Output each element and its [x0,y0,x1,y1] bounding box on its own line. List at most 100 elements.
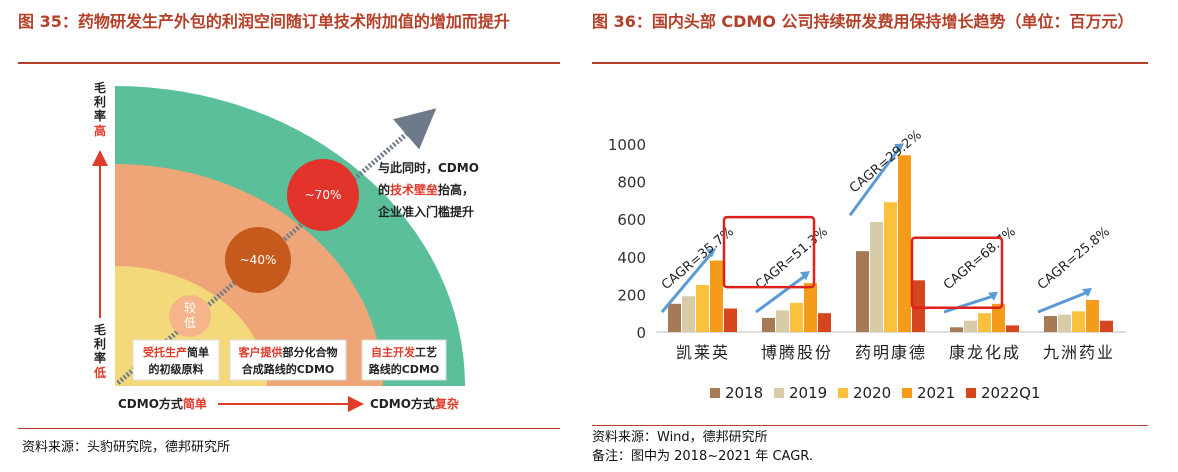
bar-2022Q1-3 [1006,325,1019,332]
y-tick-label: 400 [617,249,646,267]
x-tick-label: 九洲药业 [1043,343,1115,362]
bar-2018-3 [950,327,963,332]
cagr-arrow-3 [943,294,995,314]
bar-2018-4 [1044,316,1057,332]
bar-2019-0 [682,296,695,332]
x-label-complex: CDMO方式复杂 [370,396,459,411]
box-complex [361,339,447,381]
y-label-high: 高 [94,123,106,138]
bar-2021-0 [710,260,723,332]
cagr-arrowhead-1 [800,271,810,281]
bar-2022Q1-1 [818,313,831,332]
bar-2020-0 [696,285,709,332]
callout-line-1: 与此同时，CDMO [378,160,479,175]
legend-swatch-2018 [710,388,720,398]
box-simple [132,339,220,381]
y-label-bottom-1: 毛 [94,322,106,337]
bar-2020-4 [1072,311,1085,332]
source-divider [18,428,560,429]
circle-low-text-2: 低 [184,316,196,330]
bar-2019-4 [1058,314,1071,332]
y-label-top-1: 毛 [94,80,106,95]
bar-2018-0 [668,303,681,332]
x-tick-label: 博腾股份 [761,343,833,362]
y-label-low: 低 [93,365,106,380]
title-divider-right [592,62,1148,64]
legend-label-2019: 2019 [789,384,827,402]
box-partial-line-2: 合成路线的CDMO [242,362,335,376]
cagr-label-4: CAGR=25.8% [1035,224,1113,293]
bar-2021-4 [1086,300,1099,332]
legend-label-2020: 2020 [853,384,891,402]
x-tick-label: 药明康德 [855,343,927,362]
cagr-label-3: CAGR=68.7% [941,224,1019,293]
box-complex-line-2: 路线的CDMO [369,362,440,376]
x-tick-label: 凯莱英 [676,343,730,362]
bar-2021-2 [898,155,911,332]
cagr-arrow-1 [755,273,807,314]
cagr-arrowhead-4 [1082,288,1092,298]
bar-2018-1 [762,317,775,332]
y-tick-label: 800 [617,174,646,192]
circle-high-text: ~70% [305,188,342,202]
circle-mid-text: ~40% [240,253,277,267]
circle-high [287,159,359,231]
y-tick-label: 1000 [608,136,646,154]
bar-2020-2 [884,202,897,332]
legend-label-2018: 2018 [725,384,763,402]
x-tick-label: 康龙化成 [949,343,1021,362]
x-label-simple: CDMO方式简单 [118,396,207,411]
bar-2019-1 [776,310,789,332]
cagr-arrow-2 [848,146,902,217]
cagr-highlight-box-1 [722,215,816,289]
bar-2022Q1-0 [724,308,737,332]
box-partial [229,339,347,381]
legend-label-2022Q1: 2022Q1 [981,384,1041,402]
y-label-top-3: 率 [94,108,106,123]
source-divider-right [592,425,1148,426]
y-tick-label: 600 [617,211,646,229]
figure-36-panel: 图 36：国内头部 CDMO 公司持续研发费用保持增长趋势（单位：百万元） 0 2… [590,0,1178,472]
growth-arrow [116,108,437,385]
y-tick-label: 0 [636,324,646,342]
figure-36-note: 备注：图中为 2018~2021 年 CAGR. [592,449,813,464]
figure-35-source: 资料来源：头豹研究院，德邦研究所 [22,440,231,455]
bar-2018-2 [856,251,869,332]
legend-swatch-2019 [774,388,784,398]
y-label-top-2: 利 [94,94,106,109]
y-label-bottom-2: 利 [94,336,106,351]
cagr-highlight-box-3 [910,236,1004,310]
legend-swatch-2020 [838,388,848,398]
cagr-arrow-0 [660,251,714,313]
circle-low-text-1: 较 [184,300,196,315]
margin-diagram: 较 低 ~40% ~70% 与此同时，CDMO 的技术壁垒抬高， 企业准入门槛提… [92,80,479,412]
y-tick-label: 200 [617,286,646,304]
circle-low [169,295,211,337]
bar-2022Q1-4 [1100,320,1113,332]
cagr-arrowhead-0 [706,248,716,258]
rd-expense-bar-chart: 0 200 400 600 800 1000 凯莱英 博腾股份 药明康德 康龙化成 九洲药业 CAGR… [608,128,1126,402]
bar-2022Q1-2 [912,280,925,332]
cagr-label-1: CAGR=51.3% [753,224,831,293]
box-complex-line-1: 自主开发工艺 [371,345,437,359]
box-simple-line-1: 受托生产简单 [143,345,209,359]
bar-2020-3 [978,313,991,332]
figure-35-title: 图 35：药物研发生产外包的利润空间随订单技术附加值的增加而提升 [18,12,510,31]
title-divider [18,62,560,64]
legend-swatch-2022Q1 [966,388,976,398]
legend-label-2021: 2021 [917,384,955,402]
cagr-arrow-4 [1037,290,1089,314]
bar-2021-3 [992,303,1005,332]
bar-2021-1 [804,283,817,332]
callout-line-2: 的技术壁垒抬高， [378,182,474,197]
bar-2019-2 [870,222,883,332]
figure-36-source: 资料来源：Wind，德邦研究所 [592,430,768,445]
figure-36-title: 图 36：国内头部 CDMO 公司持续研发费用保持增长趋势（单位：百万元） [592,12,1134,31]
cagr-arrowhead-3 [988,291,998,301]
box-partial-line-1: 客户提供部分化合物 [238,345,338,359]
y-label-bottom-3: 率 [94,350,106,365]
box-simple-line-2: 的初级原料 [149,362,204,376]
bar-2019-3 [964,320,977,332]
cagr-label-2: CAGR=29.2% [847,128,925,197]
figure-35-panel: 图 35：药物研发生产外包的利润空间随订单技术附加值的增加而提升 较 低 ~40… [0,0,560,472]
